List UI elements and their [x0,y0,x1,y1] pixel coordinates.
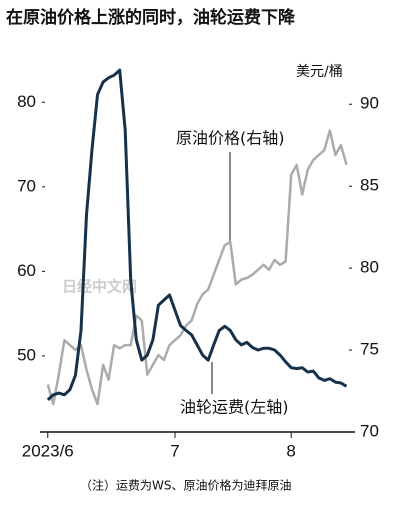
annotation: 原油价格(右轴) [176,129,285,148]
y2-tick-label: 85 [360,176,379,195]
series-line [46,68,348,401]
x-tick-label: 7 [170,441,179,460]
x-tick-label: 2023/6 [22,441,74,460]
y2-unit: 美元/桶 [296,64,343,80]
y2-tick-label: 90 [360,94,379,113]
watermark: 日经中文网 [62,278,137,296]
y-tick-label: 70 [17,176,36,195]
annotation: 油轮运费(左轴) [180,398,289,417]
series-line [46,129,348,406]
y-tick-label: 60 [17,261,36,280]
y2-tick-label: 70 [360,421,379,440]
y2-tick-label: 75 [360,340,379,359]
chart-title: 在原油价格上涨的同时，油轮运费下降 [6,7,296,28]
note: （注）运费为WS、原油价格为迪拜原油 [80,478,291,493]
y-tick-label: 50 [17,345,36,364]
y2-tick-label: 80 [360,258,379,277]
y-tick-label: 80 [17,92,36,111]
x-tick-label: 8 [286,441,295,460]
